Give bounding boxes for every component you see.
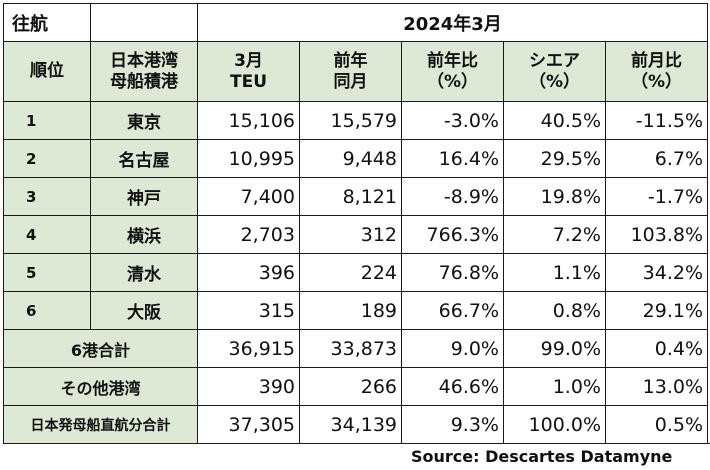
header-mom: 前月比 （%） xyxy=(604,41,709,102)
teu-cell: 10,995 xyxy=(197,139,300,178)
teu-cell: 2,703 xyxy=(197,215,300,254)
prev-cell: 312 xyxy=(299,215,402,254)
yoy-cell: 9.0% xyxy=(401,329,504,368)
total-label: その他港湾 xyxy=(3,367,198,406)
mom-cell: -1.7% xyxy=(604,177,709,216)
prev-cell: 9,448 xyxy=(299,139,402,178)
header-port-line2: 母船積港 xyxy=(110,71,178,92)
header-mom-line1: 前月比 xyxy=(631,50,682,71)
mom-cell: 103.8% xyxy=(604,215,709,254)
rank-cell: 1 xyxy=(3,101,91,140)
mom-cell: 6.7% xyxy=(604,139,709,178)
table-row: 1 東京 15,106 15,579 -3.0% 40.5% -11.5% xyxy=(3,101,709,140)
yoy-cell: 16.4% xyxy=(401,139,504,178)
teu-cell: 396 xyxy=(197,253,300,292)
port-cell: 清水 xyxy=(90,253,198,292)
yoy-cell: 46.6% xyxy=(401,367,504,406)
prev-cell: 266 xyxy=(299,367,402,406)
header-prev: 前年 同月 xyxy=(299,41,402,102)
header-teu: 3月 TEU xyxy=(197,41,300,102)
header-prev-line2: 同月 xyxy=(333,71,368,92)
port-cell: 神戸 xyxy=(90,177,198,216)
header-row: 順位 日本港湾 母船積港 3月 TEU 前年 同月 前年比 （%） シエア （%… xyxy=(3,41,709,102)
yoy-cell: -8.9% xyxy=(401,177,504,216)
header-share-line2: （%） xyxy=(528,71,581,92)
port-cell: 大阪 xyxy=(90,291,198,330)
table-title: 往航 xyxy=(3,3,91,42)
header-mom-line2: （%） xyxy=(630,71,683,92)
port-cell: 東京 xyxy=(90,101,198,140)
mom-cell: -11.5% xyxy=(604,101,709,140)
blank-cell xyxy=(90,3,198,42)
teu-cell: 36,915 xyxy=(197,329,300,368)
header-yoy-line2: （%） xyxy=(426,71,479,92)
share-cell: 40.5% xyxy=(503,101,606,140)
table-row: 5 清水 396 224 76.8% 1.1% 34.2% xyxy=(3,253,709,292)
share-cell: 1.1% xyxy=(503,253,606,292)
mom-cell: 34.2% xyxy=(604,253,709,292)
share-cell: 99.0% xyxy=(503,329,606,368)
header-yoy: 前年比 （%） xyxy=(401,41,504,102)
mom-cell: 0.5% xyxy=(604,405,709,444)
period-label: 2024年3月 xyxy=(196,3,709,42)
mom-cell: 13.0% xyxy=(604,367,709,406)
share-cell: 1.0% xyxy=(503,367,606,406)
teu-cell: 15,106 xyxy=(197,101,300,140)
rank-cell: 3 xyxy=(3,177,91,216)
port-cell: 名古屋 xyxy=(90,139,198,178)
teu-cell: 390 xyxy=(197,367,300,406)
teu-cell: 315 xyxy=(197,291,300,330)
rank-cell: 5 xyxy=(3,253,91,292)
header-rank-label: 順位 xyxy=(30,61,64,81)
shipping-stats-table: 往航 2024年3月 順位 日本港湾 母船積港 3月 TEU 前年 同月 前年比… xyxy=(3,3,709,444)
teu-cell: 7,400 xyxy=(197,177,300,216)
prev-cell: 189 xyxy=(299,291,402,330)
teu-cell: 37,305 xyxy=(197,405,300,444)
table-row: 6 大阪 315 189 66.7% 0.8% 29.1% xyxy=(3,291,709,330)
prev-cell: 224 xyxy=(299,253,402,292)
source-note: Source: Descartes Datamyne xyxy=(405,443,710,470)
title-row: 往航 2024年3月 xyxy=(3,3,709,42)
share-cell: 29.5% xyxy=(503,139,606,178)
rank-cell: 6 xyxy=(3,291,91,330)
total-label: 日本発母船直航分合計 xyxy=(3,405,198,444)
total-row: 日本発母船直航分合計 37,305 34,139 9.3% 100.0% 0.5… xyxy=(3,405,709,444)
table-row: 4 横浜 2,703 312 766.3% 7.2% 103.8% xyxy=(3,215,709,254)
header-share: シエア （%） xyxy=(503,41,606,102)
share-cell: 7.2% xyxy=(503,215,606,254)
rank-cell: 4 xyxy=(3,215,91,254)
prev-cell: 8,121 xyxy=(299,177,402,216)
yoy-cell: -3.0% xyxy=(401,101,504,140)
mom-cell: 29.1% xyxy=(604,291,709,330)
mom-cell: 0.4% xyxy=(604,329,709,368)
yoy-cell: 766.3% xyxy=(401,215,504,254)
header-port: 日本港湾 母船積港 xyxy=(90,41,198,102)
yoy-cell: 76.8% xyxy=(401,253,504,292)
share-cell: 100.0% xyxy=(503,405,606,444)
header-share-line1: シエア xyxy=(529,50,580,71)
rank-cell: 2 xyxy=(3,139,91,178)
header-teu-line2: TEU xyxy=(229,71,267,92)
table-row: 2 名古屋 10,995 9,448 16.4% 29.5% 6.7% xyxy=(3,139,709,178)
header-yoy-line1: 前年比 xyxy=(427,50,478,71)
total-row: 6港合計 36,915 33,873 9.0% 99.0% 0.4% xyxy=(3,329,709,368)
yoy-cell: 66.7% xyxy=(401,291,504,330)
header-prev-line1: 前年 xyxy=(333,50,368,71)
header-port-line1: 日本港湾 xyxy=(110,50,178,71)
prev-cell: 34,139 xyxy=(299,405,402,444)
port-cell: 横浜 xyxy=(90,215,198,254)
share-cell: 19.8% xyxy=(503,177,606,216)
header-rank: 順位 xyxy=(3,41,91,102)
yoy-cell: 9.3% xyxy=(401,405,504,444)
prev-cell: 15,579 xyxy=(299,101,402,140)
total-label: 6港合計 xyxy=(3,329,198,368)
header-teu-line1: 3月 xyxy=(234,50,263,71)
share-cell: 0.8% xyxy=(503,291,606,330)
table-row: 3 神戸 7,400 8,121 -8.9% 19.8% -1.7% xyxy=(3,177,709,216)
prev-cell: 33,873 xyxy=(299,329,402,368)
total-row: その他港湾 390 266 46.6% 1.0% 13.0% xyxy=(3,367,709,406)
